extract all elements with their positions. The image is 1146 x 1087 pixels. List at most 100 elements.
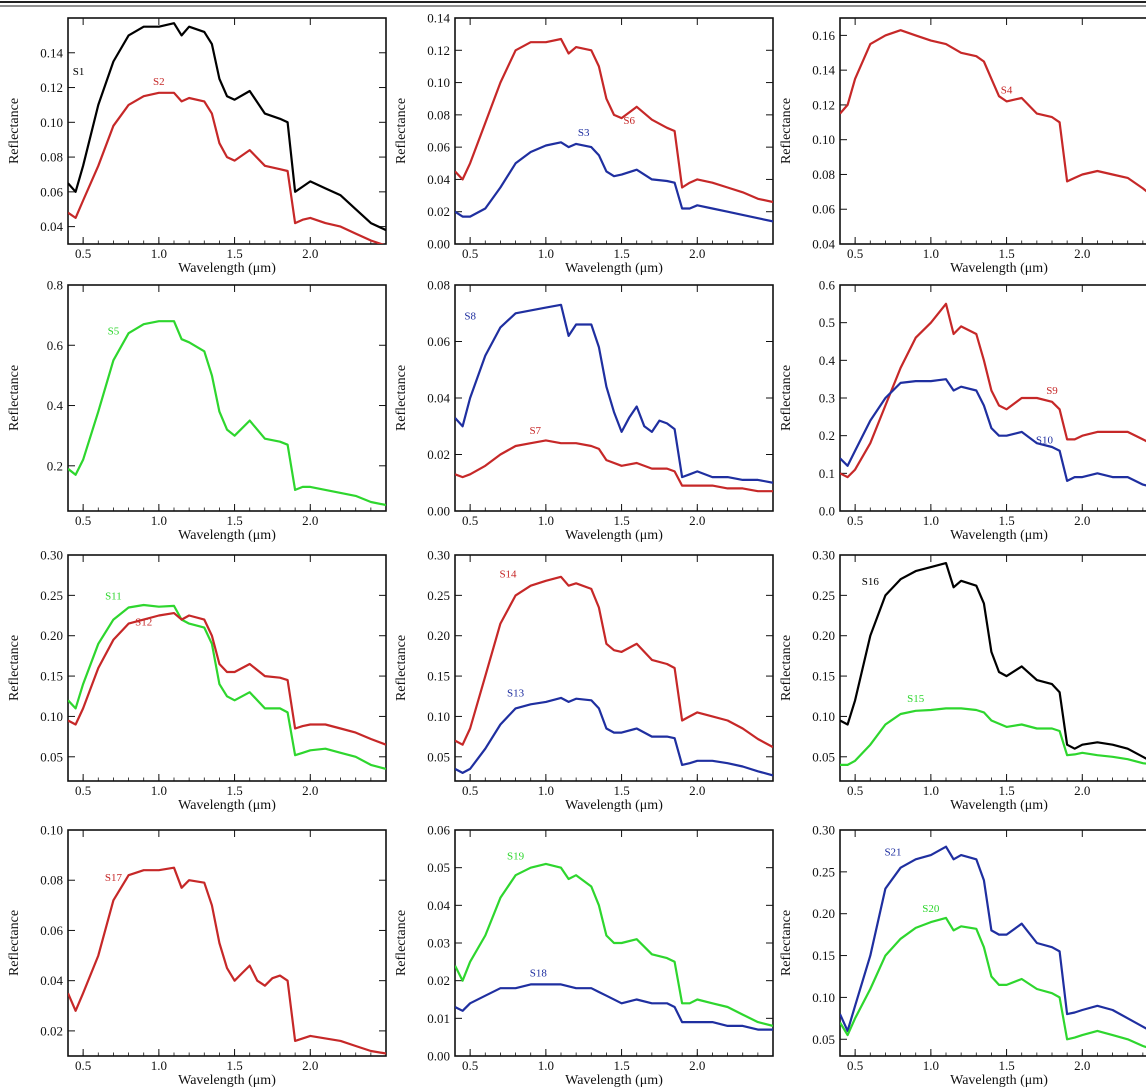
- y-tick-label: 0.20: [812, 628, 835, 643]
- y-tick-label: 0.3: [819, 391, 835, 406]
- y-tick-label: 0.2: [47, 458, 63, 473]
- y-axis-label: Reflectance: [7, 98, 22, 164]
- x-tick-label: 2.0: [302, 513, 318, 528]
- series-label-s21: S21: [884, 846, 901, 858]
- y-tick-label: 0.25: [427, 588, 450, 603]
- y-tick-label: 0.10: [427, 75, 450, 90]
- x-axis-label: Wavelength (μm): [178, 261, 276, 276]
- y-tick-label: 0.06: [40, 184, 63, 199]
- y-tick-label: 0.1: [819, 466, 835, 481]
- panel-6: 0.5 1.0 1.5 2.0 0.0 0.1 0.2 0.3 0.4 0.5 0.6 Wavelen…: [779, 278, 1146, 543]
- y-tick-label: 0.05: [427, 749, 450, 764]
- series-label-s12: S12: [135, 617, 152, 629]
- x-tick-label: 2.0: [1074, 246, 1090, 261]
- plot-frame: [67, 17, 387, 245]
- series-label-s14: S14: [499, 569, 517, 581]
- x-tick-label: 2.0: [689, 513, 705, 528]
- series-line-s5: [68, 320, 386, 507]
- y-tick-label: 0.20: [427, 628, 450, 643]
- series-line-s6: [455, 37, 773, 204]
- x-tick-label: 1.0: [538, 1058, 554, 1073]
- series-line-s2: [68, 91, 385, 244]
- y-tick-label: 0.06: [812, 202, 835, 217]
- series-label-s18: S18: [530, 967, 548, 979]
- y-tick-label: 0.02: [40, 1023, 63, 1038]
- y-axis-label: Reflectance: [394, 365, 409, 431]
- x-tick-label: 1.0: [151, 246, 167, 261]
- y-tick-label: 0.4: [47, 398, 64, 413]
- series-label-s15: S15: [907, 693, 925, 705]
- series-line-s4: [840, 29, 1146, 193]
- panel-2: 0.5 1.0 1.5 2.0 0.00 0.02 0.04 0.06 0.08 0.10 0.12…: [394, 11, 774, 276]
- y-tick-label: 0.04: [812, 237, 835, 252]
- y-axis-label: Reflectance: [394, 910, 409, 976]
- y-tick-label: 0.30: [812, 823, 835, 838]
- x-tick-label: 1.0: [151, 783, 167, 798]
- y-tick-label: 0.08: [427, 107, 450, 122]
- x-tick-label: 0.5: [75, 513, 91, 528]
- x-axis-label: Wavelength (μm): [565, 261, 663, 276]
- x-tick-label: 1.0: [151, 1058, 167, 1073]
- y-tick-label: 0.02: [427, 447, 450, 462]
- series-label-s2: S2: [153, 76, 165, 88]
- y-tick-label: 0.02: [427, 204, 450, 219]
- x-axis-label: Wavelength (μm): [565, 798, 663, 813]
- y-tick-label: 0.25: [40, 588, 63, 603]
- y-tick-label: 0.06: [40, 923, 63, 938]
- y-axis-label: Reflectance: [394, 635, 409, 701]
- series-line-s19: [455, 862, 773, 1027]
- y-tick-label: 0.6: [47, 338, 64, 353]
- x-tick-label: 2.0: [1074, 783, 1090, 798]
- series-label-s1: S1: [73, 66, 85, 78]
- series-label-s9: S9: [1046, 385, 1058, 397]
- plot-frame: [67, 284, 387, 512]
- y-tick-label: 0.08: [40, 150, 63, 165]
- y-tick-label: 0.10: [40, 823, 63, 838]
- series-line-s21: [840, 845, 1146, 1033]
- y-tick-label: 0.12: [40, 80, 63, 95]
- x-axis-label: Wavelength (μm): [950, 528, 1048, 543]
- series-line-s14: [455, 575, 773, 749]
- x-tick-label: 0.5: [847, 1058, 863, 1073]
- y-tick-label: 0.01: [427, 1011, 450, 1026]
- y-tick-label: 0.00: [427, 237, 450, 252]
- x-tick-label: 1.0: [538, 246, 554, 261]
- y-tick-label: 0.12: [427, 43, 450, 58]
- x-tick-label: 1.0: [151, 513, 167, 528]
- x-tick-label: 1.0: [538, 513, 554, 528]
- panel-5: 0.5 1.0 1.5 2.0 0.00 0.02 0.04 0.06 0.08 Waveleng…: [394, 278, 774, 543]
- y-axis-label: Reflectance: [7, 365, 22, 431]
- x-axis-label: Wavelength (μm): [565, 528, 663, 543]
- series-label-s6: S6: [623, 115, 635, 127]
- x-axis-label: Wavelength (μm): [178, 1073, 276, 1087]
- panel-1: 0.5 1.0 1.5 2.0 0.04 0.06 0.08 0.10 0.12 0.14 Wave…: [7, 17, 387, 276]
- panel-4: 0.5 1.0 1.5 2.0 0.2 0.4 0.6 0.8 Wavelength (μm) R…: [7, 278, 387, 543]
- y-tick-label: 0.15: [812, 669, 835, 684]
- x-axis-label: Wavelength (μm): [565, 1073, 663, 1087]
- series-line-s12: [68, 611, 386, 746]
- x-tick-label: 0.5: [75, 1058, 91, 1073]
- y-tick-label: 0.0: [819, 504, 835, 519]
- series-line-s11: [68, 603, 386, 770]
- y-axis-label: Reflectance: [7, 910, 22, 976]
- plot-frame: [67, 829, 387, 1057]
- plot-frame: [454, 554, 774, 782]
- y-tick-label: 0.05: [40, 749, 63, 764]
- y-tick-label: 0.04: [427, 172, 450, 187]
- y-tick-label: 0.04: [40, 973, 63, 988]
- x-tick-label: 1.5: [613, 783, 629, 798]
- y-tick-label: 0.30: [40, 548, 63, 563]
- y-tick-label: 0.05: [812, 749, 835, 764]
- y-tick-label: 0.4: [819, 353, 836, 368]
- y-tick-label: 0.20: [40, 628, 63, 643]
- y-tick-label: 0.15: [812, 948, 835, 963]
- y-tick-label: 0.5: [819, 315, 835, 330]
- plot-frame: [839, 554, 1146, 782]
- y-tick-label: 0.10: [812, 990, 835, 1005]
- panel-12: 0.5 1.0 1.5 2.0 0.05 0.10 0.15 0.20 0.25 0.30 Wave…: [779, 823, 1146, 1087]
- y-tick-label: 0.16: [812, 28, 835, 43]
- panel-8: 0.5 1.0 1.5 2.0 0.05 0.10 0.15 0.20 0.25 0.30 Wave…: [394, 548, 774, 813]
- x-tick-label: 0.5: [75, 783, 91, 798]
- y-tick-label: 0.14: [427, 11, 450, 26]
- y-axis-label: Reflectance: [7, 635, 22, 701]
